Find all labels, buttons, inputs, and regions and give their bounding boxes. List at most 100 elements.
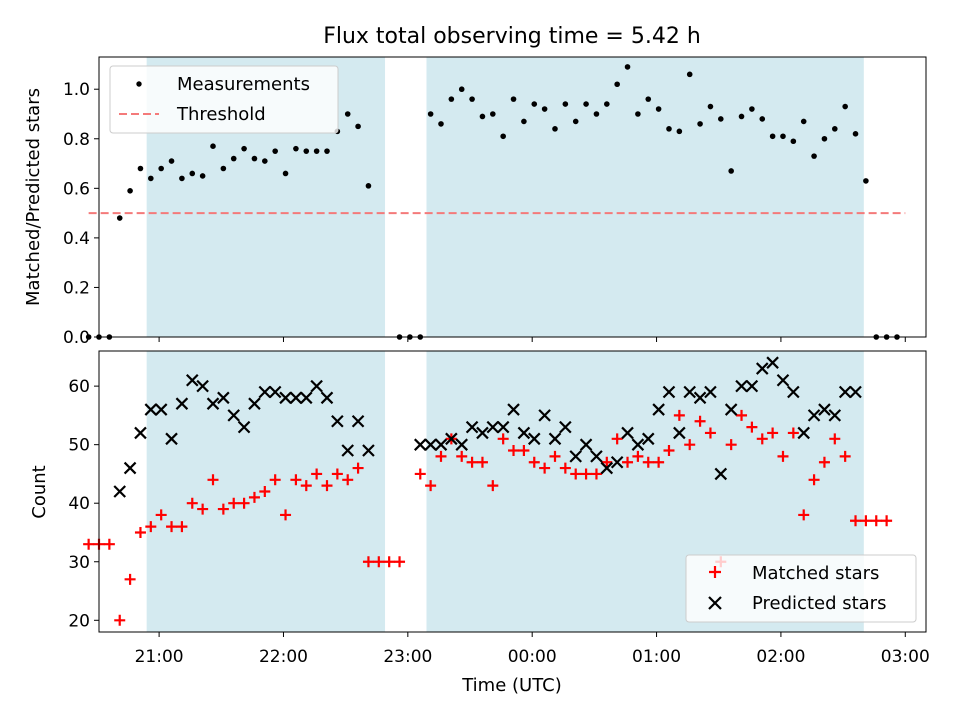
measurement-point [116,215,123,221]
predicted-star-point [507,403,520,416]
measurement-point [365,183,372,189]
legend-label-threshold: Threshold [176,104,266,125]
measurement-point [490,111,496,117]
measurement-point [458,86,465,93]
series-1 [113,356,862,498]
predicted-star-point [413,438,427,451]
legend-label-matched: Matched stars [752,563,879,584]
matched-star-point [300,480,312,492]
predicted-star-point [237,420,251,434]
measurement-point [479,113,486,120]
matched-star-point [736,409,748,421]
measurement-point [645,96,652,102]
measurement-point [769,133,776,140]
measurement-point [251,155,258,162]
predicted-star-point [154,403,168,416]
predicted-star-point [113,485,127,498]
matched-star-point [818,456,830,468]
matched-star-point [497,433,509,445]
predicted-star-point [807,409,821,422]
predicted-star-point [838,385,852,399]
matched-star-point [808,474,820,486]
predicted-star-point [258,385,272,399]
measurement-point [863,178,869,184]
legend-marker-measurements [136,81,142,87]
matched-star-point [155,509,167,521]
predicted-star-point [755,362,769,375]
measurement-point [199,173,206,179]
matched-star-point [839,450,851,462]
predicted-star-point [424,438,437,451]
predicted-star-point [362,444,375,457]
matched-star-point [134,526,146,538]
series-0 [83,409,893,626]
matched-star-point [767,427,779,439]
y-tick-label: 50 [68,436,90,456]
y-tick-label: 0.0 [63,328,90,348]
predicted-star-point [745,379,759,393]
measurement-point [500,133,506,140]
matched-star-point [549,450,561,462]
measurement-point [572,118,579,125]
predicted-star-point [828,409,842,422]
measurement-point [282,170,289,177]
predicted-star-point [289,391,303,405]
matched-star-point [673,409,685,421]
measurement-point [583,101,589,107]
predicted-star-point [455,438,468,451]
matched-star-point [539,462,551,474]
matched-star-point [145,521,157,533]
measurement-point [852,131,859,137]
measurement-point [552,126,558,132]
predicted-star-point [590,450,603,463]
matched-star-point [663,445,675,457]
matched-star-point [632,450,644,462]
matched-star-point [684,439,696,451]
matched-star-point [622,456,634,468]
measurement-point [521,118,527,125]
matched-star-point [466,456,478,468]
predicted-star-point [704,385,717,399]
measurement-point [148,175,154,182]
matched-star-point [798,509,810,521]
predicted-star-point [341,444,354,457]
predicted-star-point [673,426,686,440]
matched-star-point [570,468,582,480]
matched-star-point [487,480,499,492]
measurement-point [718,116,724,122]
measurement-point [510,96,517,102]
y-tick-label: 0.8 [63,130,90,150]
measurement-point [241,145,247,152]
measurement-point [344,111,351,117]
measurement-point [624,64,631,70]
panel-bottom: 20 30 40 50 60 21:00 22:00 23:00 00:00 01:00 02:0… [29,350,930,696]
predicted-star-point [610,455,624,469]
predicted-star-point [548,432,562,446]
matched-star-point [217,503,229,515]
measurement-point [790,138,797,145]
matched-star-point [83,538,95,550]
matched-star-point [207,474,219,486]
predicted-star-point [299,391,313,405]
predicted-star-point [652,403,665,416]
x-tick-label: 21:00 [135,647,184,667]
matched-star-point [238,497,250,509]
measurement-point [811,153,817,159]
matched-star-point [694,415,706,427]
predicted-star-point [196,379,209,393]
matched-star-point [746,421,758,433]
predicted-star-point [766,356,779,369]
y-tick-label: 1.0 [63,80,90,100]
legend-bottom: Matched stars Predicted stars [685,554,917,623]
measurement-point [604,101,610,107]
measurement-point [427,111,434,117]
matched-star-point [425,480,437,492]
predicted-star-point [714,467,728,481]
series-0 [85,64,900,340]
legend-box-bottom [685,554,917,623]
matched-star-point [176,521,188,533]
measurement-point [562,101,569,107]
matched-star-point [528,456,540,468]
measurement-point [728,168,734,174]
y-axis-label-bottom: Count [29,465,50,518]
